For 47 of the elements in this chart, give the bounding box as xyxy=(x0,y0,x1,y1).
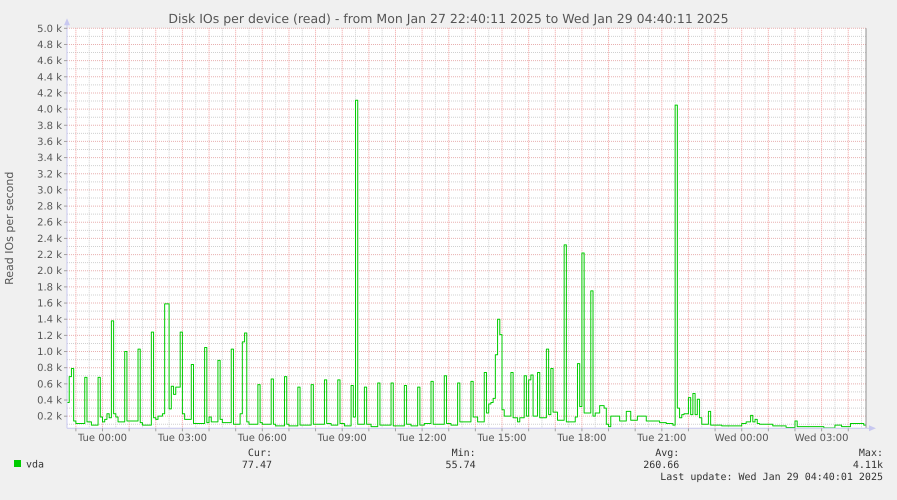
y-tick-label: 0.4 k xyxy=(37,396,62,407)
y-tick-label: 0.6 k xyxy=(37,379,62,390)
y-tick-label: 2.8 k xyxy=(37,202,62,213)
y-tick-label: 2.2 k xyxy=(37,250,62,262)
y-tick-label: 1.6 k xyxy=(37,298,62,310)
x-tick-label: Tue 15:00 xyxy=(476,433,527,444)
y-tick-label: 1.4 k xyxy=(37,314,62,326)
y-tick-label: 4.2 k xyxy=(37,88,62,100)
text: Cur: xyxy=(248,448,272,459)
y-axis-title: Read IOs per second xyxy=(3,172,16,285)
x-tick-label: Tue 00:00 xyxy=(76,433,128,444)
text: 260.66 xyxy=(643,460,680,471)
y-tick-label: 2.0 k xyxy=(37,266,62,278)
y-tick-label: 0.8 k xyxy=(37,363,62,374)
y-tick-label: 2.4 k xyxy=(37,234,62,245)
x-tick-label: Tue 09:00 xyxy=(316,433,367,444)
y-tick-label: 3.6 k xyxy=(37,136,62,148)
y-tick-label: 1.8 k xyxy=(37,282,62,294)
y-tick-label: 4.4 k xyxy=(37,72,62,84)
y-tick-label: 3.0 k xyxy=(37,185,62,196)
y-tick-label: 3.2 k xyxy=(37,169,62,180)
text: Max: xyxy=(858,448,883,459)
text: 55.74 xyxy=(446,460,476,471)
text: Last update: Wed Jan 29 04:40:01 2025 xyxy=(660,472,883,483)
y-tick-label: 1.0 k xyxy=(37,347,62,358)
legend-label: vda xyxy=(26,460,44,470)
y-tick-label: 3.4 k xyxy=(37,153,62,164)
y-tick-label: 2.6 k xyxy=(37,218,62,229)
x-tick-label: Tue 03:00 xyxy=(156,433,207,444)
x-tick-label: Wed 00:00 xyxy=(714,433,769,444)
x-tick-label: Tue 18:00 xyxy=(556,433,606,444)
x-tick-label: Tue 06:00 xyxy=(236,433,287,444)
text: Avg: xyxy=(655,448,680,459)
text: 77.47 xyxy=(242,460,272,471)
y-tick-label: 4.6 k xyxy=(37,56,62,68)
x-tick-label: Wed 03:00 xyxy=(794,433,849,444)
text: 4.11k xyxy=(852,460,883,471)
y-tick-label: 0.2 k xyxy=(37,412,62,423)
text: Min: xyxy=(452,448,476,459)
y-tick-label: 4.8 k xyxy=(37,40,62,51)
y-tick-label: 5.0 k xyxy=(37,24,62,35)
y-tick-label: 4.0 k xyxy=(37,104,62,116)
y-tick-label: 1.2 k xyxy=(37,330,62,342)
chart-title: Disk IOs per device (read) - from Mon Jan 27 22:40:11 2025 to Wed Jan 29 04:40:11 2025 xyxy=(168,11,729,26)
y-tick-label: 3.8 k xyxy=(37,120,62,132)
x-tick-label: Tue 12:00 xyxy=(396,433,447,444)
x-tick-label: Tue 21:00 xyxy=(636,433,686,444)
